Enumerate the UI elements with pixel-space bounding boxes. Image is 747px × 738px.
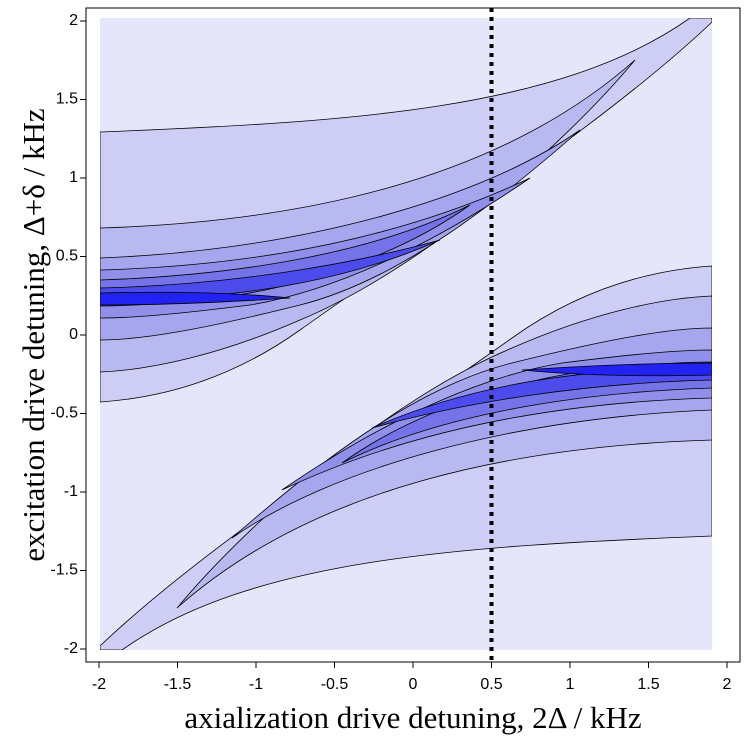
y-axis-label: excitation drive detuning, Δ+δ / kHz [16,108,51,561]
x-tick-label: 0.5 [480,676,502,693]
x-tick-label: -1 [249,676,263,693]
y-tick-label: 1.5 [56,91,78,108]
x-tick-label: 1 [566,676,575,693]
x-tick-label: 2 [723,676,732,693]
y-tick-label: 2 [69,12,78,29]
y-tick-label: -0.5 [50,405,78,422]
contour-lobe [100,18,712,403]
y-tick-label: 0 [69,326,78,343]
x-tick-label: -0.5 [321,676,349,693]
y-tick-label: 1 [69,169,78,186]
y-tick-label: 0.5 [56,248,78,265]
y-tick-label: -1.5 [50,562,78,579]
y-tick-label: -1 [64,483,78,500]
x-tick-label: -1.5 [164,676,192,693]
x-tick-label: -2 [92,676,106,693]
x-axis-label: axialization drive detuning, 2Δ / kHz [184,700,641,735]
x-tick-label: 0 [409,676,418,693]
contour-field [100,18,712,650]
x-tick-label: 1.5 [637,676,659,693]
y-tick-label: -2 [64,640,78,657]
